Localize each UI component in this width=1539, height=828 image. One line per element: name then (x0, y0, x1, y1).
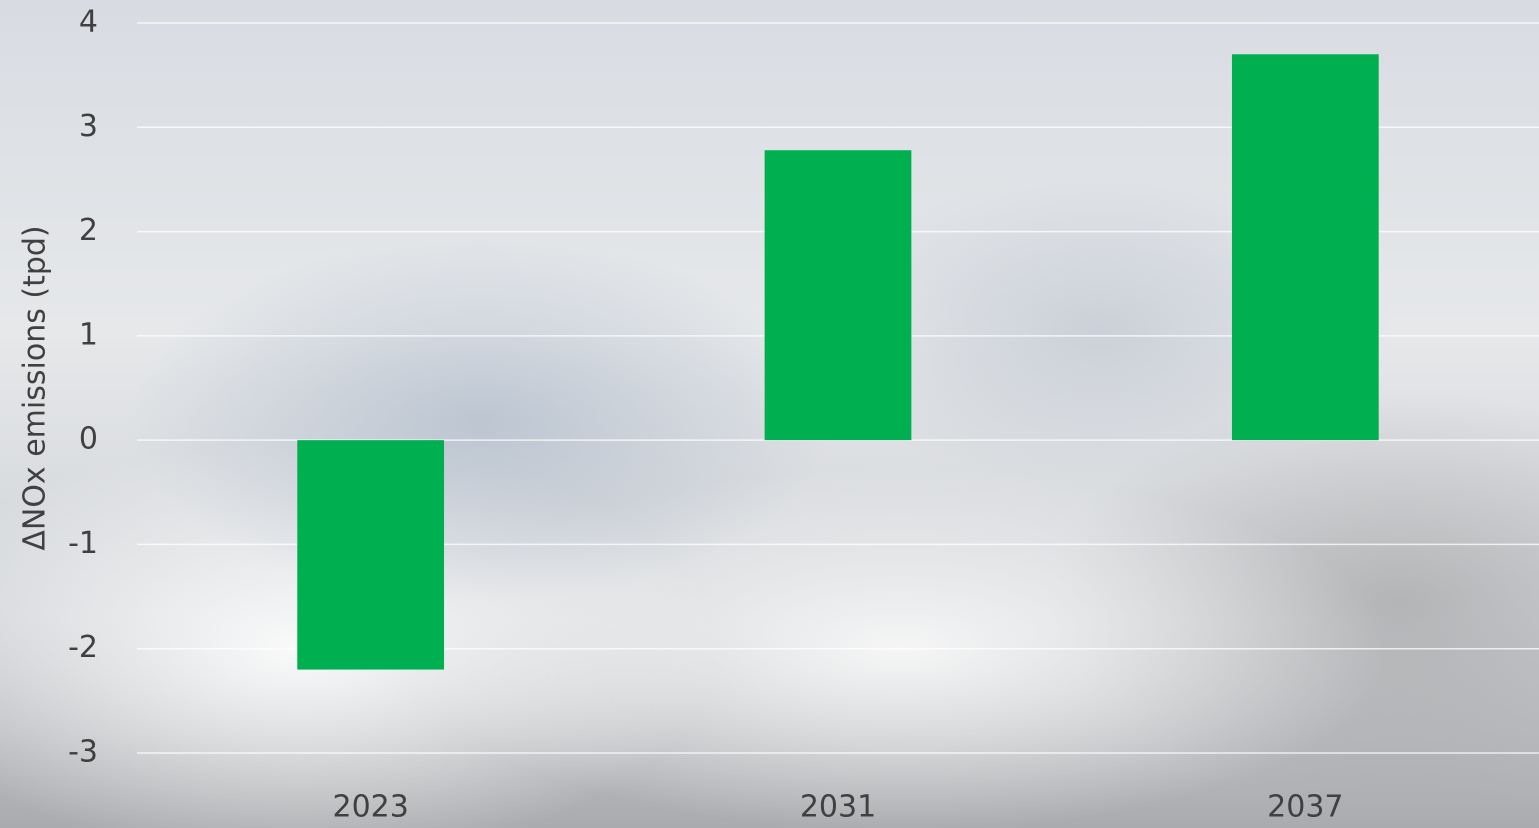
x-tick-label: 2023 (332, 790, 408, 825)
bar (765, 150, 912, 440)
y-tick-label: 0 (79, 422, 98, 457)
y-tick-label: -3 (68, 735, 98, 770)
bar (1232, 54, 1379, 440)
y-tick-label: 2 (79, 213, 98, 248)
x-tick-label: 2031 (800, 790, 876, 825)
bar (297, 440, 444, 669)
y-tick-label: 3 (79, 109, 98, 144)
y-tick-label: -1 (68, 526, 98, 561)
page: ΔNOx emissions (tpd) -3 -2 -1 0 1 2 3 4 2023 2031… (0, 0, 1539, 828)
chart: ΔNOx emissions (tpd) -3 -2 -1 0 1 2 3 4 2023 2031… (0, 0, 1539, 828)
y-tick-label: -2 (68, 630, 98, 665)
x-tick-label: 2037 (1267, 790, 1343, 825)
y-tick-label: 4 (79, 5, 98, 40)
y-axis-label: ΔNOx emissions (tpd) (18, 225, 53, 550)
y-tick-label: 1 (79, 317, 98, 352)
